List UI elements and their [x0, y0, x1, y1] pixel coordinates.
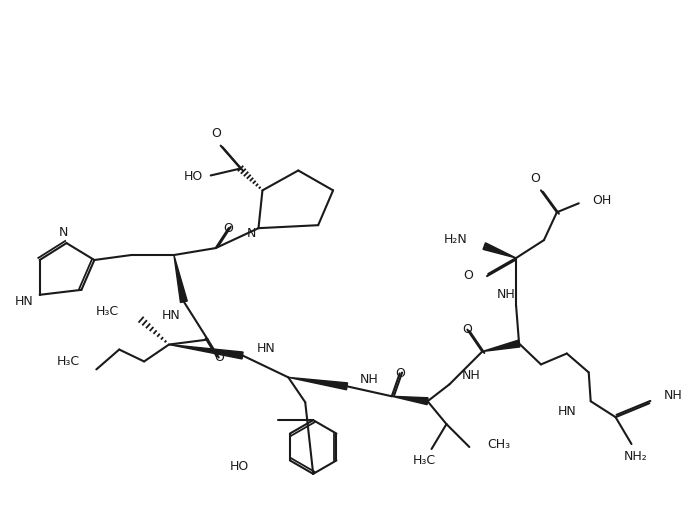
Text: O: O — [214, 351, 223, 364]
Text: HN: HN — [257, 342, 275, 355]
Text: O: O — [530, 172, 540, 185]
Polygon shape — [288, 378, 347, 390]
Text: H₃C: H₃C — [96, 305, 119, 318]
Text: O: O — [211, 127, 221, 140]
Text: O: O — [464, 269, 473, 282]
Text: O: O — [462, 323, 473, 336]
Text: HO: HO — [184, 170, 203, 183]
Text: H₃C: H₃C — [413, 454, 436, 467]
Text: H₂N: H₂N — [443, 232, 467, 245]
Text: NH: NH — [497, 288, 516, 301]
Text: NH₂: NH₂ — [624, 450, 647, 463]
Text: O: O — [223, 222, 234, 235]
Text: HN: HN — [161, 309, 180, 322]
Text: HN: HN — [15, 295, 33, 308]
Text: O: O — [395, 367, 404, 380]
Text: CH₃: CH₃ — [487, 437, 510, 450]
Polygon shape — [482, 340, 520, 352]
Text: OH: OH — [593, 194, 612, 207]
Text: NH: NH — [360, 373, 379, 386]
Polygon shape — [174, 255, 187, 303]
Polygon shape — [392, 396, 428, 405]
Text: N: N — [247, 227, 256, 240]
Polygon shape — [169, 345, 243, 359]
Polygon shape — [483, 243, 516, 258]
Text: N: N — [59, 226, 68, 239]
Text: NH: NH — [461, 369, 480, 382]
Text: NH: NH — [663, 389, 682, 402]
Text: HO: HO — [229, 460, 248, 473]
Text: H₃C: H₃C — [56, 355, 79, 368]
Text: HN: HN — [558, 405, 577, 418]
